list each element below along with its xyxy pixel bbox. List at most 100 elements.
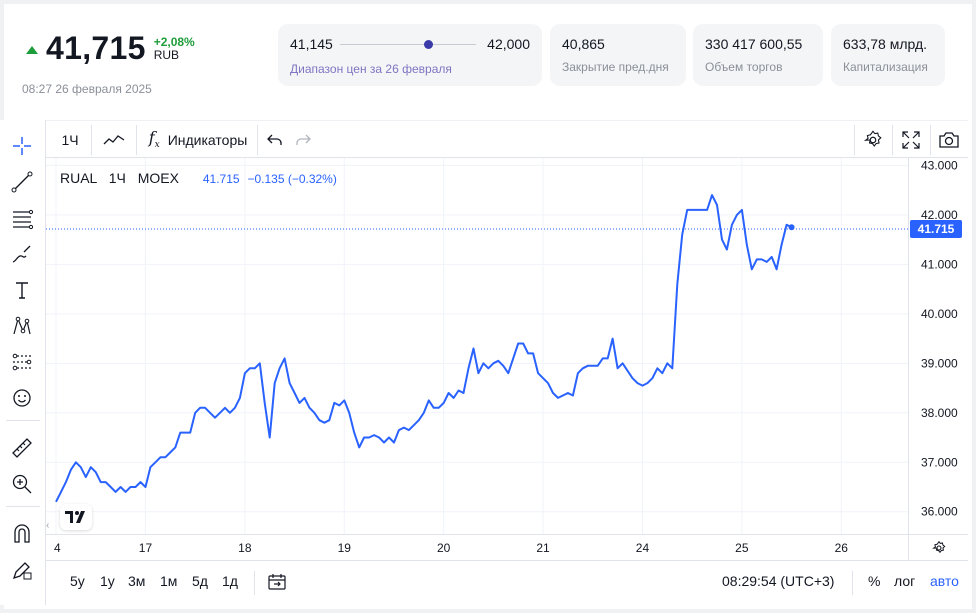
price-tick-label: 43.000 — [921, 158, 958, 172]
zoom-tool[interactable] — [8, 470, 36, 498]
clock-timezone[interactable]: 08:29:54 (UTC+3) — [722, 573, 835, 589]
change-percent: +2,08% — [153, 34, 195, 49]
range-track — [340, 44, 476, 45]
auto-scale-toggle[interactable]: авто — [930, 573, 959, 589]
function-icon: fx — [148, 128, 160, 151]
fullscreen-icon — [902, 130, 920, 149]
time-tick-label: 17 — [139, 541, 153, 555]
current-price: 41,715 — [46, 30, 146, 66]
brush-icon — [12, 245, 31, 263]
page — [4, 4, 972, 609]
price-tick-label: 36.000 — [921, 505, 958, 519]
lock-drawing-tool[interactable] — [8, 556, 36, 584]
percent-scale-toggle[interactable]: % — [868, 573, 881, 589]
range-label: Диапазон цен за 26 февраля — [290, 62, 452, 76]
range-1y[interactable]: 1у — [100, 573, 115, 589]
settings-button[interactable] — [858, 121, 888, 158]
text-icon — [16, 282, 28, 299]
chart-type-button[interactable] — [96, 121, 132, 158]
fib-tool[interactable] — [8, 204, 36, 232]
range-1d[interactable]: 1д — [222, 573, 238, 589]
toolbar-separator — [892, 125, 893, 155]
trend-line-tool[interactable] — [8, 168, 36, 196]
snapshot-button[interactable] — [934, 121, 964, 158]
tool-separator — [6, 420, 40, 421]
brush-tool[interactable] — [8, 240, 36, 268]
time-scale-labels: 4 17 18 19 20 21 24 25 26 — [54, 541, 849, 555]
time-tick-label: 18 — [238, 541, 252, 555]
time-tick-label: 26 — [835, 541, 849, 555]
range-3m[interactable]: 3м — [128, 573, 146, 589]
range-5y[interactable]: 5у — [70, 573, 85, 589]
fullscreen-button[interactable] — [896, 121, 926, 158]
time-tick-label: 24 — [636, 541, 650, 555]
zoom-in-icon — [12, 474, 32, 494]
redo-button[interactable] — [290, 121, 316, 158]
smiley-icon — [13, 389, 31, 407]
crosshair-tool[interactable] — [8, 132, 36, 160]
toolbar-separator — [257, 125, 258, 155]
time-tick-label: 21 — [536, 541, 550, 555]
pattern-tool[interactable] — [8, 312, 36, 340]
last-price-tag: 41.715 — [910, 219, 962, 238]
magnet-tool[interactable] — [8, 520, 36, 548]
log-scale-toggle[interactable]: лог — [894, 573, 916, 589]
time-scale[interactable]: 4 17 18 19 20 21 24 25 26 — [46, 534, 908, 560]
gear-icon — [863, 129, 882, 147]
time-tick-label: 25 — [735, 541, 749, 555]
prev-close-label: Закрытие пред.дня — [562, 60, 669, 74]
gear-icon — [931, 540, 945, 553]
currency-label: RUB — [153, 47, 180, 62]
price-tick-label: 42.000 — [921, 208, 958, 222]
time-tick-label: 20 — [437, 541, 451, 555]
toolbar-separator — [136, 125, 137, 155]
scale-settings-button[interactable] — [908, 534, 968, 560]
range-5d[interactable]: 5д — [192, 573, 208, 589]
quote-timestamp: 08:27 26 февраля 2025 — [22, 82, 152, 96]
bottom-separator — [852, 571, 853, 595]
date-range-button[interactable] — [268, 574, 286, 593]
range-low: 41,145 — [290, 36, 333, 52]
emoji-tool[interactable] — [8, 384, 36, 412]
range-high: 42,000 — [487, 36, 530, 52]
toolbar-separator — [854, 125, 855, 155]
range-1m[interactable]: 1м — [160, 573, 178, 589]
price-scale[interactable]: 36.000 37.000 38.000 39.000 40.000 41.000 42.0… — [908, 158, 968, 534]
camera-icon — [939, 131, 959, 148]
magnet-icon — [14, 524, 30, 543]
indicators-label: Индикаторы — [167, 131, 248, 148]
collapse-toolbar-icon[interactable]: ‹ — [46, 520, 50, 531]
price-tick-label: 39.000 — [921, 356, 958, 370]
text-tool[interactable] — [8, 276, 36, 304]
toolbar-separator — [930, 125, 931, 155]
pattern-icon — [13, 316, 31, 335]
series-legend: RUAL 1Ч MOEX 41.715 −0.135 (−0.32%) — [60, 170, 337, 186]
cap-label: Капитализация — [843, 60, 928, 74]
redo-icon — [296, 134, 311, 145]
drawing-toolbar — [0, 120, 46, 605]
up-arrow-icon — [26, 45, 38, 54]
undo-button[interactable] — [262, 121, 288, 158]
ruler-icon — [12, 438, 32, 458]
tradingview-logo[interactable] — [60, 504, 92, 530]
indicators-button[interactable]: fx Индикаторы — [142, 121, 254, 158]
legend-interval: 1Ч — [108, 170, 126, 186]
interval-button[interactable]: 1Ч — [61, 131, 79, 148]
bottom-separator — [254, 571, 255, 595]
cap-value: 633,78 млрд. — [843, 36, 928, 52]
volume-label: Объем торгов — [705, 60, 783, 74]
time-tick-label: 4 — [54, 541, 61, 555]
chart-toolbar: 1Ч fx Индикаторы — [46, 120, 968, 158]
tradingview-logo-icon — [65, 511, 85, 523]
chart-canvas[interactable] — [46, 158, 908, 534]
legend-symbol: RUAL — [60, 170, 97, 186]
last-point-marker — [788, 224, 795, 231]
prev-close-value: 40,865 — [562, 36, 605, 52]
range-marker — [424, 40, 433, 49]
crosshair-icon — [13, 137, 31, 155]
prev-close-card: 40,865 Закрытие пред.дня — [550, 24, 686, 86]
bottom-toolbar: 5у 1у 3м 1м 5д 1д 08:29:54 (UTC+3) % лог… — [46, 560, 968, 605]
price-block: 41,715 +2,08% RUB — [26, 30, 195, 67]
ruler-tool[interactable] — [8, 434, 36, 462]
prediction-tool[interactable] — [8, 348, 36, 376]
